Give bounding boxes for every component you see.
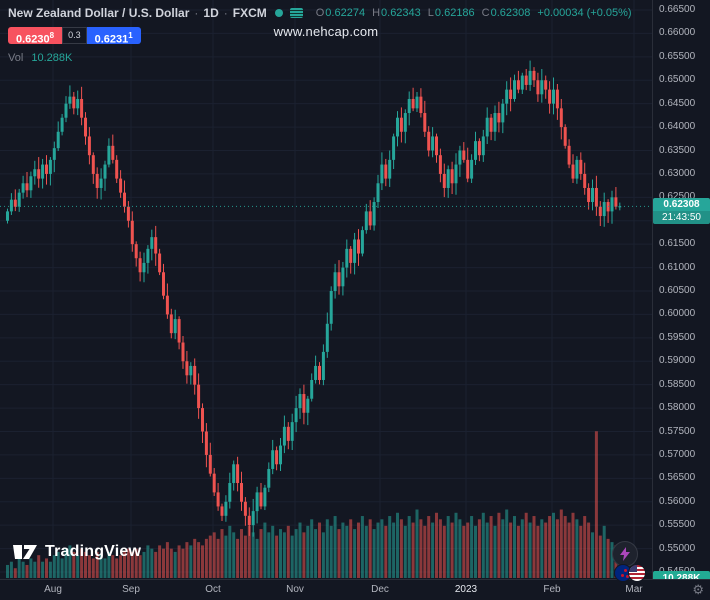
price-axis-label: 0.55000: [659, 542, 696, 554]
ohlc-values: O0.62274 H0.62343 L0.62186 C0.62308 +0.0…: [316, 7, 632, 19]
high-label: H: [372, 7, 381, 19]
exchange-label: FXCM: [232, 6, 267, 20]
price-axis-label: 0.58500: [659, 378, 696, 390]
low-value: 0.62186: [434, 7, 475, 19]
price-axis-label: 0.59000: [659, 355, 696, 367]
volume-label: Vol: [8, 52, 24, 64]
price-axis-label: 0.66500: [659, 4, 696, 15]
price-axis-label: 0.56000: [659, 495, 696, 507]
tradingview-mark-icon: [13, 545, 37, 559]
price-axis-label: 0.65500: [659, 50, 696, 62]
high-value: 0.62343: [381, 7, 421, 19]
tradingview-wordmark: TradingView: [45, 543, 142, 560]
price-axis-label: 0.61000: [659, 261, 696, 273]
sell-button[interactable]: 0.62308: [8, 27, 63, 46]
last-price-tag: 0.62308 21:43:50: [653, 198, 710, 225]
price-axis-label: 0.58000: [659, 402, 696, 414]
time-axis[interactable]: ⚙ Aug Sep Oct Nov Dec 2023 Feb Mar: [0, 579, 710, 600]
price-axis-label: 0.57500: [659, 425, 696, 437]
price-axis-label: 0.63000: [659, 167, 696, 179]
price-axis-label: 0.56500: [659, 472, 696, 484]
tradingview-logo[interactable]: TradingView: [12, 543, 141, 561]
watermark: www.nehcap.com: [273, 24, 379, 39]
price-axis-label: 0.55500: [659, 519, 696, 531]
last-price-value: 0.62308: [663, 199, 700, 211]
time-axis-label: 2023: [454, 584, 478, 595]
price-axis-label: 0.60500: [659, 285, 696, 296]
currency-pair-flags[interactable]: [610, 564, 650, 582]
candlestick-chart[interactable]: [0, 0, 653, 580]
buy-button[interactable]: 0.62311: [86, 27, 141, 46]
price-axis-label: 0.63500: [659, 144, 696, 156]
chart-header: New Zealand Dollar / U.S. Dollar · 1D · …: [8, 6, 632, 64]
time-axis-label: Sep: [122, 584, 140, 595]
time-axis-label: Mar: [625, 584, 643, 595]
separator-dot: ·: [223, 6, 228, 20]
low-label: L: [427, 7, 434, 19]
market-status-icon: [274, 9, 283, 17]
bar-countdown: 21:43:50: [653, 211, 710, 225]
symbol-title[interactable]: New Zealand Dollar / U.S. Dollar: [8, 6, 190, 20]
change-value: +0.00034 (+0.05%): [537, 7, 632, 19]
lightning-button[interactable]: [612, 541, 638, 567]
spread-value: 0.3: [62, 27, 87, 44]
time-axis-label: Feb: [543, 584, 561, 595]
lightning-icon: [620, 547, 630, 561]
time-axis-label: Oct: [205, 584, 221, 595]
time-axis-label: Nov: [286, 584, 304, 595]
separator-dot: ·: [194, 6, 199, 20]
time-axis-label: Dec: [371, 584, 389, 595]
volume-value: 10.288K: [31, 52, 73, 64]
data-window-icon[interactable]: [289, 8, 303, 18]
price-axis-label: 0.64500: [659, 97, 696, 109]
price-axis-label: 0.57000: [659, 448, 696, 460]
price-axis-label: 0.61500: [659, 238, 696, 250]
price-axis-label: 0.59500: [659, 331, 696, 343]
price-axis-label: 0.60000: [659, 308, 696, 320]
price-axis-label: 0.62500: [659, 191, 696, 203]
close-label: C: [481, 7, 490, 19]
price-axis[interactable]: 0.66500 0.66000 0.65500 0.65000 0.64500 0.640…: [652, 0, 710, 586]
open-label: O: [315, 7, 325, 19]
price-axis-label: 0.66000: [659, 27, 696, 39]
price-axis-label: 0.65000: [659, 74, 696, 86]
close-value: 0.62308: [490, 7, 531, 19]
gear-icon[interactable]: ⚙: [692, 582, 704, 597]
time-axis-label: Aug: [44, 584, 62, 595]
price-axis-label: 0.64000: [659, 121, 696, 133]
open-value: 0.62274: [325, 7, 366, 19]
interval-label[interactable]: 1D: [203, 6, 219, 20]
usd-flag-icon: [628, 564, 646, 582]
